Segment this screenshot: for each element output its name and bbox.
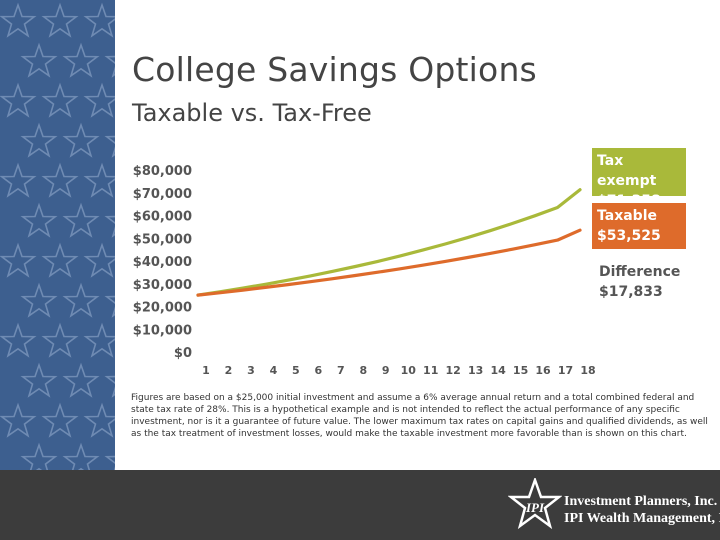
x-tick-label: 5 [292, 364, 300, 377]
callout-taxable-value: $53,525 [597, 228, 661, 244]
pattern-star-10 [62, 122, 100, 158]
x-tick-label: 8 [359, 364, 367, 377]
pattern-star-33 [20, 442, 58, 470]
callout-tax-exempt: Tax exempt $71,358 [592, 148, 686, 209]
footer-bar [0, 470, 720, 540]
pattern-star-30 [0, 402, 37, 438]
x-tick-label: 16 [535, 364, 551, 377]
callout-difference-value: $17,833 [599, 284, 663, 300]
pattern-star-20 [83, 242, 115, 278]
pattern-star-21 [20, 282, 58, 318]
x-tick-label: 14 [490, 364, 506, 377]
x-tick-label: 12 [446, 364, 461, 377]
pattern-star-14 [83, 162, 115, 198]
y-tick-label: $20,000 [133, 301, 192, 316]
star-pattern [0, 2, 115, 470]
pattern-star-5 [104, 55, 115, 78]
pattern-star-0 [0, 2, 37, 38]
x-axis-labels: 1 2 3 4 5 6 7 8 9 10 11 12 13 14 15 16 17 18 [202, 364, 595, 377]
pattern-star-9 [20, 122, 58, 158]
x-tick-label: 15 [513, 364, 528, 377]
callout-taxable-label: Taxable [597, 208, 657, 224]
pattern-star-3 [20, 42, 58, 78]
callout-taxable: Taxable $53,525 [592, 203, 686, 249]
series-line-tax-exempt [196, 188, 582, 297]
pattern-star-26 [83, 322, 115, 358]
x-tick-label: 7 [337, 364, 345, 377]
pattern-star-7 [41, 82, 79, 118]
pattern-star-6 [0, 82, 37, 118]
x-tick-label: 2 [225, 364, 233, 377]
x-tick-label: 9 [382, 364, 390, 377]
y-tick-label: $70,000 [133, 187, 192, 202]
x-tick-label: 10 [401, 364, 417, 377]
pattern-star-31 [41, 402, 79, 438]
pattern-star-27 [20, 362, 58, 398]
pattern-star-11 [104, 135, 115, 158]
star-logo-icon: IPI [508, 478, 562, 530]
pattern-star-1 [41, 2, 79, 38]
pattern-star-18 [0, 242, 37, 278]
x-tick-label: 1 [202, 364, 210, 377]
logo-mark-text: IPI [525, 500, 545, 515]
pattern-star-19 [41, 242, 79, 278]
company-logo: IPI Investment Planners, Inc. IPI Wealth… [508, 478, 720, 530]
x-tick-label: 3 [247, 364, 255, 377]
series-line-taxable [196, 228, 582, 297]
x-tick-label: 13 [468, 364, 483, 377]
x-tick-label: 11 [423, 364, 438, 377]
logo-company-subname: IPI Wealth Management, Inc. [564, 511, 720, 526]
pattern-star-25 [41, 322, 79, 358]
logo-company-name: Investment Planners, Inc. [564, 494, 718, 509]
y-tick-label: $40,000 [133, 255, 192, 270]
pattern-star-29 [104, 375, 115, 398]
y-tick-label: $10,000 [133, 323, 192, 338]
y-tick-label: $0 [174, 346, 192, 361]
pattern-star-4 [62, 42, 100, 78]
y-tick-label: $80,000 [133, 164, 192, 179]
y-axis-labels: $80,000 $70,000 $60,000 $50,000 $40,000 $30,0… [133, 164, 192, 361]
series-lines [196, 188, 582, 297]
pattern-star-23 [104, 295, 115, 318]
x-tick-label: 6 [315, 364, 323, 377]
page-subtitle: Taxable vs. Tax-Free [132, 99, 372, 127]
pattern-star-15 [20, 202, 58, 238]
callout-difference-label: Difference [599, 264, 681, 280]
pattern-star-28 [62, 362, 100, 398]
pattern-star-24 [0, 322, 37, 358]
page-title: College Savings Options [132, 50, 537, 89]
pattern-star-13 [41, 162, 79, 198]
pattern-star-8 [83, 82, 115, 118]
callout-difference: Difference $17,833 [592, 259, 686, 302]
pattern-star-12 [0, 162, 37, 198]
x-tick-label: 17 [558, 364, 573, 377]
callout-tax-exempt-label: Tax exempt [597, 153, 657, 189]
x-tick-label: 18 [580, 364, 595, 377]
footnote: Figures are based on a $25,000 initial i… [131, 393, 708, 439]
line-chart: $80,000 $70,000 $60,000 $50,000 $40,000 $30,0… [133, 164, 596, 377]
pattern-star-2 [83, 2, 115, 38]
y-tick-label: $60,000 [133, 210, 192, 225]
pattern-star-34 [62, 442, 100, 470]
pattern-star-32 [83, 402, 115, 438]
pattern-star-16 [62, 202, 100, 238]
pattern-star-35 [104, 455, 115, 470]
y-tick-label: $50,000 [133, 232, 192, 247]
sidebar-pattern [0, 0, 115, 470]
pattern-star-22 [62, 282, 100, 318]
pattern-star-17 [104, 215, 115, 238]
x-tick-label: 4 [270, 364, 278, 377]
y-tick-label: $30,000 [133, 278, 192, 293]
